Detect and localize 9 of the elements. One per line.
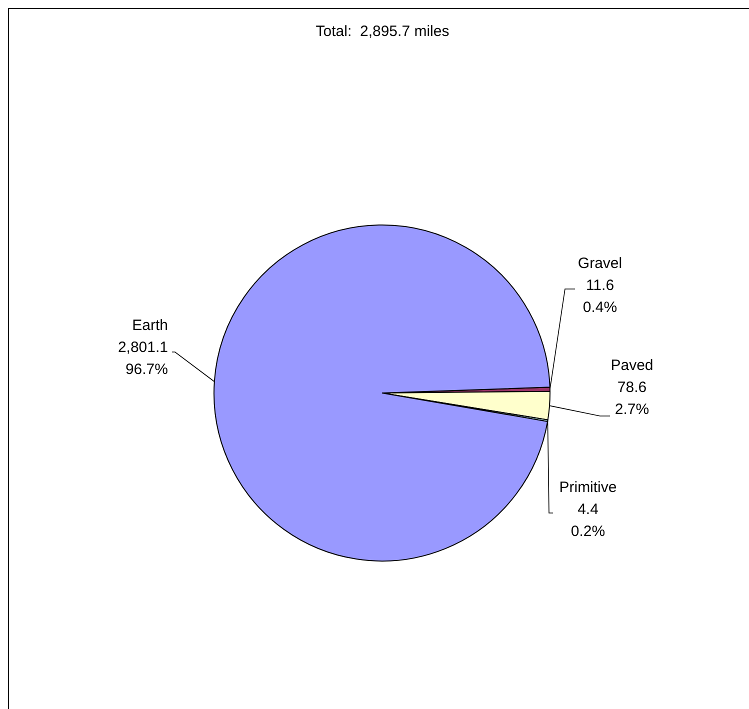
slice-label: Earth (132, 317, 168, 334)
chart-title: Total: 2,895.7 miles (316, 23, 450, 40)
slice-label: Paved (610, 357, 654, 374)
data-label: 2,801.1 96.7% (118, 339, 168, 378)
slice-label: Gravel (578, 255, 622, 272)
data-label: 78.6 2.7% (614, 379, 650, 418)
data-label: 11.6 0.4% (582, 277, 618, 316)
slice-label: Primitive (559, 479, 617, 496)
data-label: 4.4 0.2% (570, 501, 606, 540)
